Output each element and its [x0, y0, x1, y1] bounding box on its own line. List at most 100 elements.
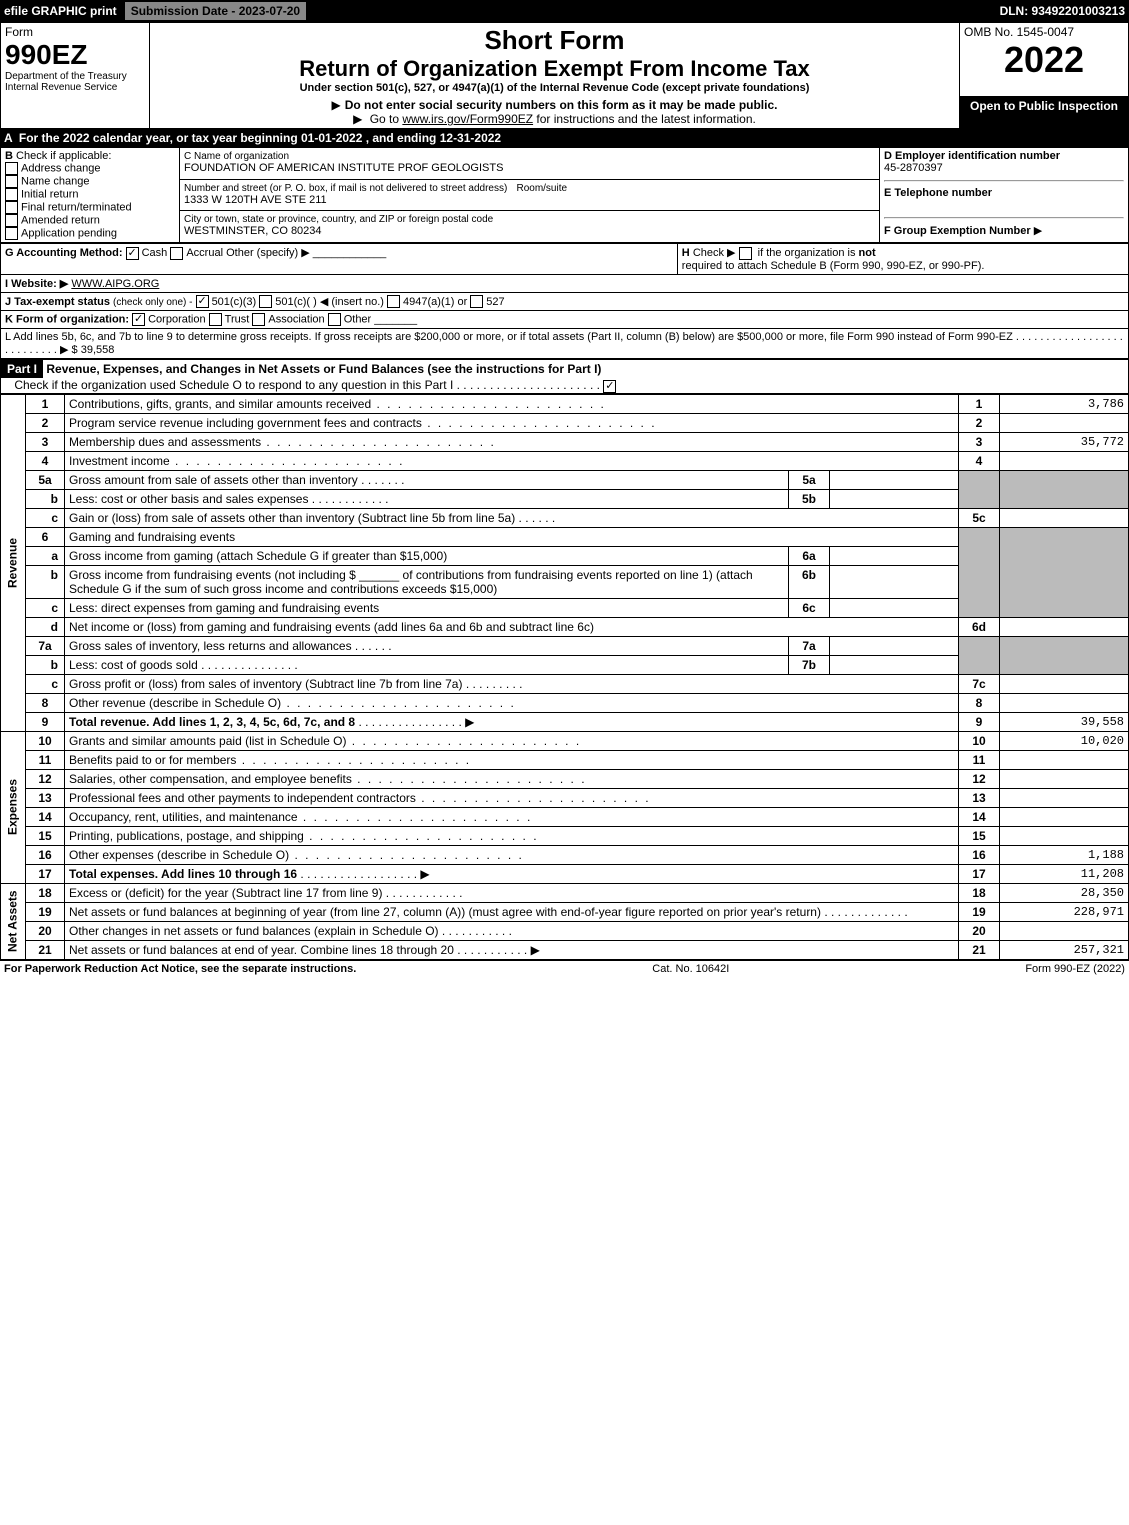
- line-3-box: 3: [959, 432, 1000, 451]
- c-city-label: City or town, state or province, country…: [184, 214, 493, 225]
- line-6c-no: c: [26, 598, 65, 617]
- application-pending-checkbox[interactable]: [5, 227, 18, 240]
- other-org-label: Other: [344, 314, 372, 326]
- line-7c-desc: Gross profit or (loss) from sales of inv…: [69, 677, 462, 691]
- c-room-label: Room/suite: [516, 183, 567, 194]
- line-18-desc: Excess or (deficit) for the year (Subtra…: [69, 886, 382, 900]
- line-7a-sub: 7a: [789, 636, 830, 655]
- website-link[interactable]: WWW.AIPG.ORG: [71, 278, 159, 290]
- 501c-label: 501(c)( ): [275, 296, 317, 308]
- corp-label: Corporation: [148, 314, 205, 326]
- line-6d-desc: Net income or (loss) from gaming and fun…: [69, 620, 594, 634]
- line-2-desc: Program service revenue including govern…: [69, 416, 422, 430]
- 4947-checkbox[interactable]: [387, 295, 400, 308]
- line-6a-sub: 6a: [789, 546, 830, 565]
- line-5b-sub: 5b: [789, 489, 830, 508]
- efile-top-bar: efile GRAPHIC print Submission Date - 20…: [0, 0, 1129, 22]
- line-6d-box: 6d: [959, 617, 1000, 636]
- line-14-desc: Occupancy, rent, utilities, and maintena…: [69, 810, 298, 824]
- 501c-checkbox[interactable]: [259, 295, 272, 308]
- line-4-box: 4: [959, 451, 1000, 470]
- irs-label: Internal Revenue Service: [5, 82, 145, 93]
- 501c3-label: 501(c)(3): [212, 296, 257, 308]
- i-label: I Website: ▶: [5, 278, 68, 290]
- line-19-box: 19: [959, 902, 1000, 921]
- line-6b-sub: 6b: [789, 565, 830, 598]
- line-16-desc: Other expenses (describe in Schedule O): [69, 848, 289, 862]
- line-11-desc: Benefits paid to or for members: [69, 753, 236, 767]
- h-label: H: [682, 247, 690, 259]
- line-19-no: 19: [26, 902, 65, 921]
- form-version: Form 990-EZ (2022): [1025, 963, 1125, 975]
- line-6-desc: Gaming and fundraising events: [65, 527, 959, 546]
- line-15-desc: Printing, publications, postage, and shi…: [69, 829, 304, 843]
- line-7c-no: c: [26, 674, 65, 693]
- address-change-label: Address change: [21, 162, 101, 174]
- line-5b-desc: Less: cost or other basis and sales expe…: [69, 492, 308, 506]
- dept-treasury: Department of the Treasury: [5, 71, 145, 82]
- line-13-box: 13: [959, 788, 1000, 807]
- line-18-box: 18: [959, 883, 1000, 902]
- line-7c-box: 7c: [959, 674, 1000, 693]
- line-15-no: 15: [26, 826, 65, 845]
- part1-header: Part I Revenue, Expenses, and Changes in…: [0, 359, 1129, 393]
- schedule-o-checkbox[interactable]: [603, 380, 616, 393]
- initial-return-checkbox[interactable]: [5, 188, 18, 201]
- b-text: Check if applicable:: [16, 150, 111, 162]
- cash-checkbox[interactable]: [126, 247, 139, 260]
- h-checkbox[interactable]: [739, 247, 752, 260]
- h-check-text: Check ▶: [693, 247, 736, 259]
- 501c3-checkbox[interactable]: [196, 295, 209, 308]
- line-1-desc: Contributions, gifts, grants, and simila…: [69, 397, 371, 411]
- c-street-label: Number and street (or P. O. box, if mail…: [184, 183, 507, 194]
- line-5c-desc: Gain or (loss) from sale of assets other…: [69, 511, 515, 525]
- form-header: Form 990EZ Department of the Treasury In…: [0, 22, 1129, 129]
- assoc-checkbox[interactable]: [252, 313, 265, 326]
- cash-label: Cash: [142, 247, 168, 259]
- irs-link[interactable]: www.irs.gov/Form990EZ: [402, 112, 533, 126]
- line-6c-desc: Less: direct expenses from gaming and fu…: [69, 601, 379, 615]
- org-street: 1333 W 120TH AVE STE 211: [184, 194, 327, 206]
- part1-lines-table: Revenue 1 Contributions, gifts, grants, …: [0, 394, 1129, 960]
- revenue-vertical-label: Revenue: [1, 394, 26, 731]
- line-21-desc: Net assets or fund balances at end of ye…: [69, 943, 454, 957]
- line-6-no: 6: [26, 527, 65, 546]
- other-org-checkbox[interactable]: [328, 313, 341, 326]
- line-20-desc: Other changes in net assets or fund bala…: [69, 924, 439, 938]
- j-label: J Tax-exempt status: [5, 296, 110, 308]
- line-7b-desc: Less: cost of goods sold: [69, 658, 198, 672]
- address-change-checkbox[interactable]: [5, 162, 18, 175]
- final-return-label: Final return/terminated: [21, 201, 132, 213]
- form-label: Form: [5, 25, 145, 39]
- line-9-amount: 39,558: [1000, 712, 1129, 731]
- line-6b-no: b: [26, 565, 65, 598]
- efile-label: efile GRAPHIC print: [4, 4, 117, 18]
- line-21-no: 21: [26, 940, 65, 959]
- g-label: G Accounting Method:: [5, 247, 123, 259]
- line-5c-no: c: [26, 508, 65, 527]
- line-9-no: 9: [26, 712, 65, 731]
- trust-checkbox[interactable]: [209, 313, 222, 326]
- line-6d-no: d: [26, 617, 65, 636]
- paperwork-notice: For Paperwork Reduction Act Notice, see …: [4, 963, 356, 975]
- cat-no: Cat. No. 10642I: [652, 963, 729, 975]
- accrual-checkbox[interactable]: [170, 247, 183, 260]
- ghijkl-table: G Accounting Method: Cash Accrual Other …: [0, 243, 1129, 359]
- corp-checkbox[interactable]: [132, 313, 145, 326]
- name-change-checkbox[interactable]: [5, 175, 18, 188]
- line-12-desc: Salaries, other compensation, and employ…: [69, 772, 352, 786]
- amended-return-label: Amended return: [21, 214, 100, 226]
- line-8-desc: Other revenue (describe in Schedule O): [69, 696, 281, 710]
- 527-checkbox[interactable]: [470, 295, 483, 308]
- amended-return-checkbox[interactable]: [5, 214, 18, 227]
- part1-check-note: Check if the organization used Schedule …: [14, 378, 453, 392]
- line-10-box: 10: [959, 731, 1000, 750]
- part1-title: Revenue, Expenses, and Changes in Net As…: [46, 362, 601, 376]
- part1-label: Part I: [1, 360, 43, 378]
- return-title: Return of Organization Exempt From Incom…: [154, 56, 955, 82]
- j-note: (check only one) -: [113, 297, 192, 308]
- line-3-amount: 35,772: [1000, 432, 1129, 451]
- final-return-checkbox[interactable]: [5, 201, 18, 214]
- d-label: D Employer identification number: [884, 150, 1060, 162]
- l-amount: $ 39,558: [72, 344, 115, 356]
